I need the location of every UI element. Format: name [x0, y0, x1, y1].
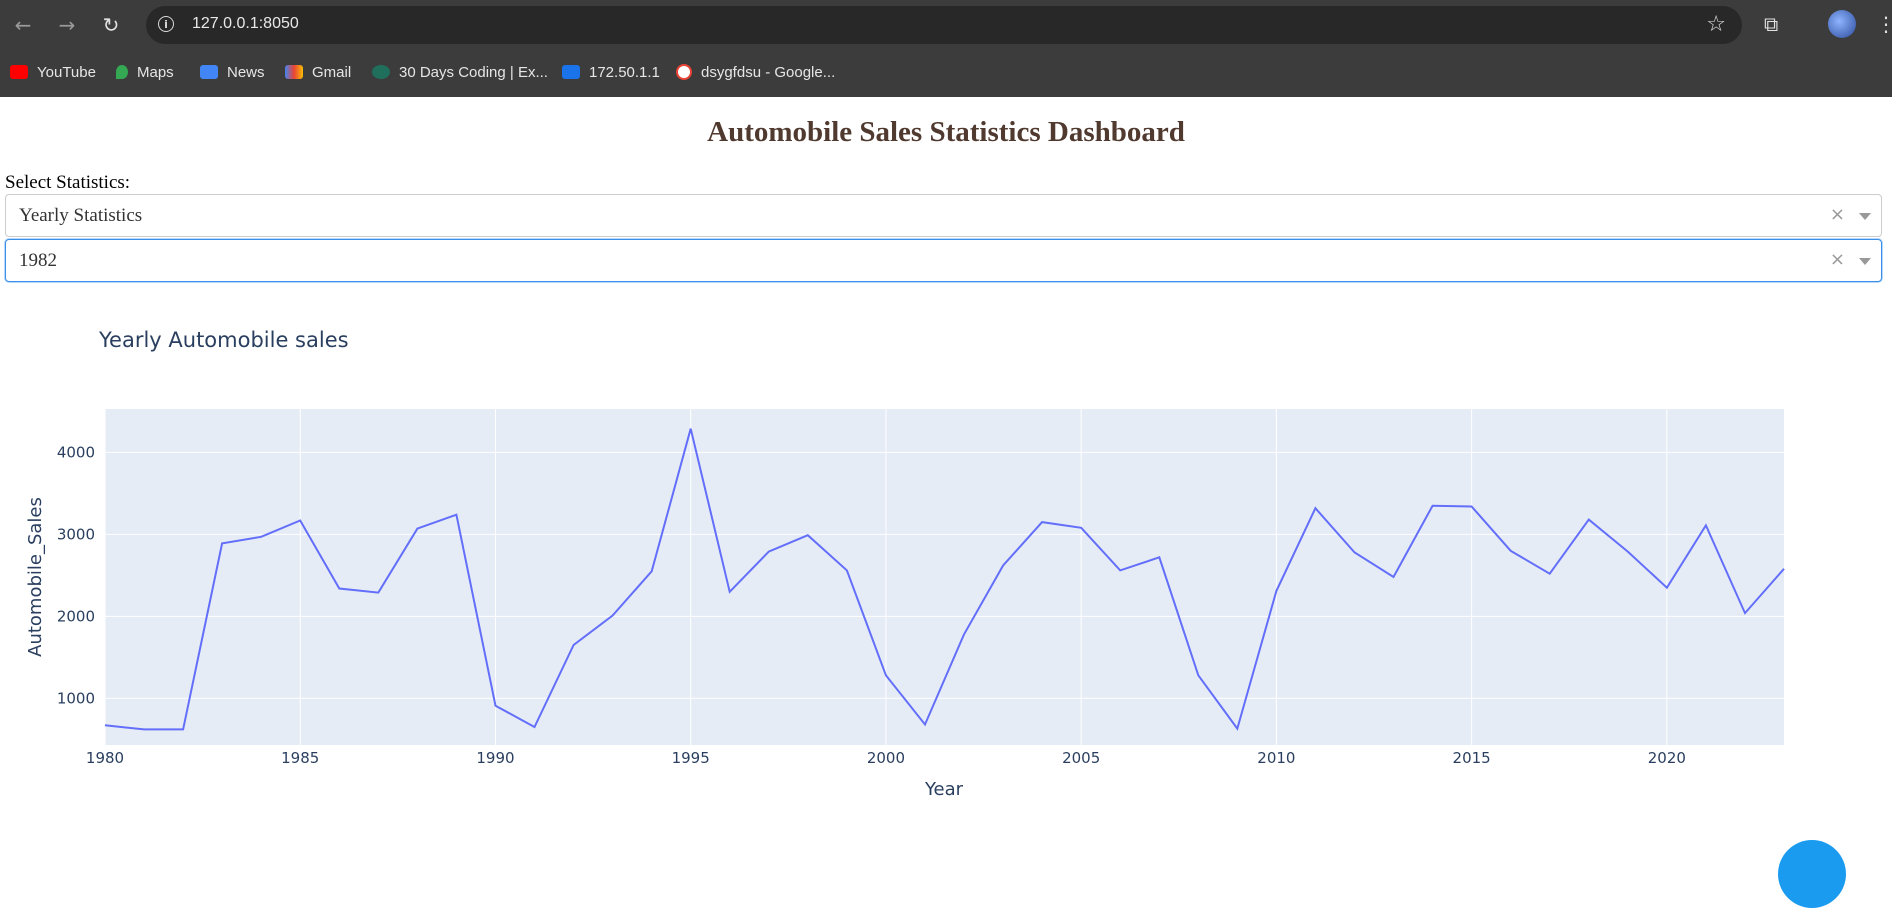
bookmarks-bar: YouTube Maps News Gmail 30 Days Coding |…	[0, 58, 1892, 86]
y-tick-label: 3000	[57, 525, 95, 543]
x-tick-label: 2015	[1453, 749, 1491, 767]
page-title: Automobile Sales Statistics Dashboard	[707, 116, 1185, 148]
y-tick-label: 2000	[57, 607, 95, 625]
gmail-icon	[285, 65, 303, 79]
x-tick-label: 1980	[86, 749, 124, 767]
extensions-icon[interactable]: ⧉	[1764, 12, 1779, 36]
bookmark-maps[interactable]: Maps	[116, 58, 174, 86]
clear-icon[interactable]: ×	[1829, 249, 1845, 270]
plot-area	[105, 409, 1784, 745]
address-bar[interactable]: i 127.0.0.1:8050 ☆	[146, 6, 1742, 44]
y-axis-ticks: 1000 2000 3000 4000	[57, 443, 95, 707]
clear-icon[interactable]: ×	[1829, 204, 1845, 225]
google-icon	[676, 64, 692, 80]
x-tick-label: 2010	[1257, 749, 1295, 767]
floating-action-button[interactable]	[1778, 840, 1846, 908]
30-days-icon	[372, 65, 390, 79]
forward-arrow-icon[interactable]: →	[58, 13, 76, 37]
bookmark-172-50-1-1[interactable]: 172.50.1.1	[562, 58, 660, 86]
menu-dots-icon[interactable]: ⋮	[1876, 12, 1892, 36]
x-axis-ticks: 1980 1985 1990 1995 2000 2005 2010 2015 2020	[86, 749, 1686, 767]
select-statistics-label: Select Statistics:	[5, 172, 131, 193]
s-icon	[562, 65, 580, 79]
statistics-dropdown[interactable]: Yearly Statistics ×	[5, 194, 1882, 237]
sales-series-line	[104, 428, 1785, 731]
bookmark-star-icon[interactable]: ☆	[1706, 12, 1726, 37]
bookmark-news[interactable]: News	[200, 58, 265, 86]
x-tick-label: 2000	[867, 749, 905, 767]
bookmark-youtube[interactable]: YouTube	[10, 58, 96, 86]
back-arrow-icon[interactable]: ←	[14, 13, 32, 37]
news-icon	[200, 65, 218, 79]
profile-avatar[interactable]	[1828, 10, 1856, 38]
yearly-sales-chart: Yearly Automobile sales 1980 1985 1990 1995…	[25, 328, 1785, 800]
chart-title: Yearly Automobile sales	[98, 328, 349, 352]
y-tick-label: 4000	[57, 443, 95, 461]
year-dropdown[interactable]: 1982 ×	[5, 239, 1882, 282]
chevron-down-icon[interactable]	[1859, 213, 1871, 220]
browser-toolbar: ← → ↻ i 127.0.0.1:8050 ☆ ⧉ ⋮	[0, 0, 1892, 50]
chevron-down-icon[interactable]	[1859, 258, 1871, 265]
x-tick-label: 1995	[672, 749, 710, 767]
site-info-icon[interactable]: i	[158, 16, 174, 32]
bookmark-30-days-coding[interactable]: 30 Days Coding | Ex...	[372, 58, 548, 86]
year-dropdown-value: 1982	[19, 250, 57, 271]
reload-icon[interactable]: ↻	[102, 13, 120, 37]
grid-lines	[104, 409, 1784, 745]
x-tick-label: 1985	[281, 749, 319, 767]
statistics-dropdown-value: Yearly Statistics	[19, 205, 143, 226]
y-tick-label: 1000	[57, 689, 95, 707]
x-tick-label: 1990	[476, 749, 514, 767]
y-axis-label: Automobile_Sales	[25, 497, 46, 657]
maps-icon	[116, 65, 128, 79]
x-axis-label: Year	[924, 779, 964, 800]
x-tick-label: 2020	[1648, 749, 1686, 767]
bookmark-gmail[interactable]: Gmail	[285, 58, 351, 86]
address-url[interactable]: 127.0.0.1:8050	[192, 15, 299, 32]
x-tick-label: 2005	[1062, 749, 1100, 767]
youtube-icon	[10, 65, 28, 79]
bookmark-dsygfdsu[interactable]: dsygfdsu - Google...	[676, 58, 835, 86]
browser-chrome: ← → ↻ i 127.0.0.1:8050 ☆ ⧉ ⋮ YouTube Map…	[0, 0, 1892, 97]
